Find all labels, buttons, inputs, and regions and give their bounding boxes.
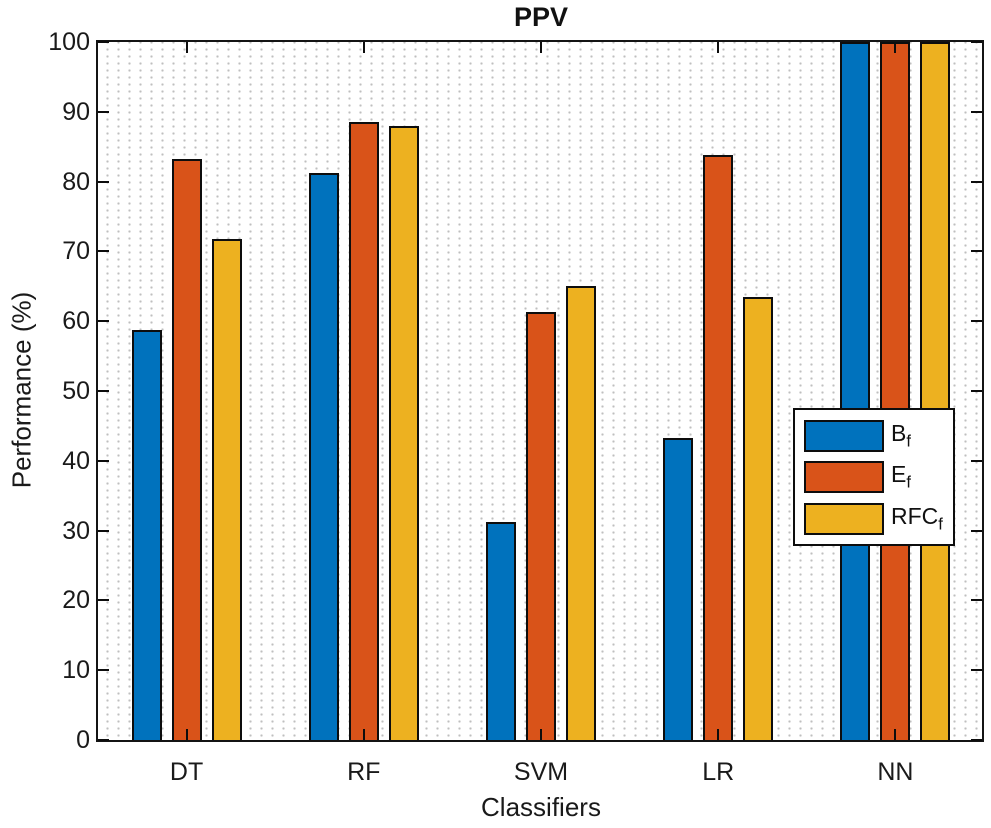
y-tick-label: 60 — [62, 307, 90, 336]
y-tick-label: 90 — [62, 97, 90, 126]
x-tick-label-LR: LR — [702, 758, 735, 786]
y-tick-mark — [971, 669, 982, 672]
x-tick-label-SVM: SVM — [513, 758, 569, 786]
y-tick-mark — [98, 739, 109, 741]
y-tick-mark — [98, 669, 109, 672]
y-tick-label: 80 — [62, 167, 90, 196]
y-tick-label: 0 — [76, 726, 90, 754]
x-tick-label-NN: NN — [877, 758, 914, 786]
x-axis-label: Classifiers — [481, 792, 601, 822]
y-tick-mark — [98, 250, 109, 253]
legend: Bf Ef RFCf — [793, 408, 955, 546]
bar-DT-E — [171, 159, 202, 740]
y-tick-mark — [98, 459, 109, 462]
x-tick-mark — [717, 729, 720, 740]
y-tick-mark — [98, 320, 109, 323]
y-tick-mark — [971, 599, 982, 602]
y-tick-mark — [98, 180, 109, 183]
bar-LR-E — [703, 155, 734, 740]
y-tick-label: 10 — [62, 656, 90, 685]
y-tick-label: 70 — [62, 237, 90, 266]
y-tick-mark — [98, 390, 109, 392]
y-tick-mark — [98, 41, 109, 43]
legend-swatch-E — [804, 461, 884, 493]
legend-swatch-RFC — [804, 502, 884, 535]
legend-item-RFC: RFCf — [795, 502, 953, 535]
y-tick-label: 20 — [62, 586, 90, 615]
chart-title: PPV — [513, 2, 569, 32]
y-tick-mark — [971, 41, 982, 43]
bar-RF-RFC — [388, 126, 419, 740]
x-tick-mark — [362, 42, 365, 53]
x-tick-mark — [362, 729, 365, 740]
x-tick-mark — [540, 42, 542, 53]
legend-item-E: Ef — [795, 461, 953, 493]
bar-RF-B — [308, 173, 339, 740]
x-tick-mark — [185, 42, 188, 53]
y-tick-mark — [971, 459, 982, 462]
y-tick-mark — [971, 320, 982, 323]
legend-label-B: Bf — [891, 419, 911, 451]
y-tick-mark — [98, 529, 109, 532]
legend-label-RFC: RFCf — [891, 502, 943, 534]
y-tick-label: 30 — [62, 516, 90, 545]
legend-item-B: Bf — [795, 419, 953, 452]
bar-SVM-RFC — [566, 286, 596, 740]
legend-swatch-B — [804, 419, 884, 452]
y-tick-mark — [971, 250, 982, 253]
y-tick-mark — [98, 599, 109, 602]
bar-DT-RFC — [211, 238, 242, 740]
y-tick-mark — [98, 110, 109, 113]
x-tick-mark — [894, 729, 897, 740]
plot-area — [96, 40, 984, 742]
y-tick-label: 100 — [48, 28, 90, 56]
x-tick-label-DT: DT — [169, 758, 204, 786]
y-tick-label: 40 — [62, 446, 90, 475]
y-tick-mark — [971, 390, 982, 392]
bar-DT-B — [131, 330, 162, 740]
x-tick-mark — [894, 42, 897, 53]
bar-NN-E — [880, 42, 911, 740]
bar-RF-E — [348, 122, 379, 740]
bar-LR-RFC — [743, 297, 774, 740]
bar-SVM-E — [526, 312, 556, 740]
y-tick-mark — [971, 739, 982, 741]
y-tick-label: 50 — [62, 377, 90, 405]
bar-LR-B — [663, 438, 694, 740]
y-tick-mark — [971, 529, 982, 532]
bar-NN-B — [840, 42, 871, 740]
legend-label-E: Ef — [891, 461, 911, 492]
y-tick-mark — [971, 180, 982, 183]
x-tick-label-RF: RF — [347, 758, 381, 786]
bar-SVM-B — [486, 522, 516, 740]
x-tick-mark — [540, 729, 542, 740]
x-tick-mark — [185, 729, 188, 740]
bar-NN-RFC — [920, 42, 951, 740]
x-tick-mark — [717, 42, 720, 53]
y-tick-mark — [971, 110, 982, 113]
